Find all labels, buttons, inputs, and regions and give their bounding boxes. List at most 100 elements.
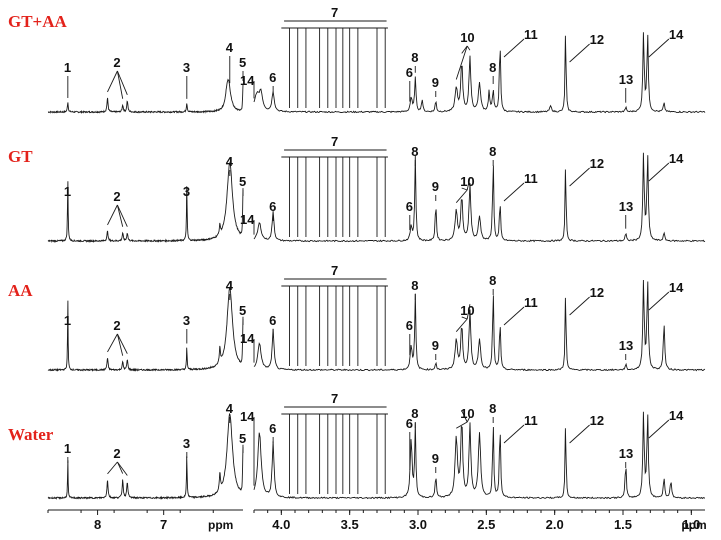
- spectrum-gt-aa-aromatic: [47, 78, 244, 114]
- peak-arrows-layer: [67, 20, 670, 486]
- peak-label-6-gt-aa-7: 6: [406, 65, 413, 80]
- arrow-10-aa-2: [466, 304, 471, 320]
- sample-label-aa: AA: [8, 281, 33, 300]
- arrow-2-gt-aa-0: [107, 70, 118, 93]
- spectrum-aa-aliphatic: [253, 279, 706, 372]
- peak-label-9-gt-aa-9: 9: [432, 75, 439, 90]
- x-axis-unit-right: ppm: [681, 518, 706, 532]
- peak-label-4-aa-3: 4: [226, 278, 234, 293]
- peak-label-8-gt-8: 8: [411, 144, 418, 159]
- arrow-14-aa: [648, 291, 670, 311]
- peak-label-14-water-15: 14: [669, 408, 684, 423]
- arrow-10-water-0: [456, 421, 468, 429]
- arrow-2-gt-1: [116, 204, 124, 227]
- peak-label-5-gt-4: 5: [239, 174, 246, 189]
- spectrum-gt-aromatic: [47, 160, 244, 244]
- peak-label-14-aa-5: 14: [240, 331, 255, 346]
- peak-label-4-gt-aa-3: 4: [226, 40, 234, 55]
- arrow-10-gt-1: [461, 187, 468, 191]
- peak-label-13-gt-14: 13: [619, 199, 633, 214]
- peak-label-12-aa-13: 12: [590, 285, 604, 300]
- peak-label-10-gt-aa-10: 10: [460, 30, 474, 45]
- arrow-14-gt-aa: [648, 38, 670, 58]
- peak-label-8-water-8: 8: [411, 406, 418, 421]
- peak-label-2-gt-aa-1: 2: [113, 55, 120, 70]
- x-axis-unit-left: ppm: [208, 518, 233, 532]
- peak-label-10-gt-10: 10: [460, 174, 474, 189]
- peak-label-14-gt-15: 14: [669, 151, 684, 166]
- peak-label-7-aa: 7: [331, 263, 338, 278]
- sample-label-water: Water: [8, 425, 54, 444]
- x-tick-label-1.0: 1.0: [682, 517, 700, 532]
- x-tick-label-2.5: 2.5: [477, 517, 495, 532]
- peak-label-1-aa-0: 1: [64, 313, 71, 328]
- peak-label-6-aa-7: 6: [406, 318, 413, 333]
- peak-label-10-water-10: 10: [460, 406, 474, 421]
- peak-label-10-aa-10: 10: [460, 303, 474, 318]
- peak-label-5-gt-aa-4: 5: [239, 55, 246, 70]
- peak-label-8-aa-11: 8: [489, 273, 496, 288]
- spectra-layer: [47, 27, 706, 500]
- peak-label-1-water-0: 1: [64, 441, 71, 456]
- arrow-2-gt-0: [107, 204, 118, 226]
- peak-label-11-gt-12: 11: [524, 171, 538, 186]
- peak-label-14-gt-aa-5: 14: [240, 73, 255, 88]
- peak-label-6-water-6: 6: [269, 421, 276, 436]
- peak-label-6-gt-7: 6: [406, 199, 413, 214]
- peak-label-9-aa-9: 9: [432, 338, 439, 353]
- arrow-10-water-2: [466, 416, 471, 423]
- spectrum-water-aromatic: [47, 412, 244, 500]
- arrow-12-water: [569, 424, 590, 444]
- spectrum-gt-aliphatic: [253, 152, 706, 243]
- x-tick-label-3.5: 3.5: [341, 517, 359, 532]
- arrow-14-gt: [648, 162, 670, 182]
- peak-label-8-gt-aa-8: 8: [411, 50, 418, 65]
- peak-label-12-water-13: 12: [590, 413, 604, 428]
- arrow-2-gt-aa-1: [116, 70, 124, 99]
- peak-label-9-gt-9: 9: [432, 179, 439, 194]
- peak-label-14-gt-aa-15: 14: [669, 27, 684, 42]
- peak-label-1-gt-0: 1: [64, 184, 71, 199]
- x-tick-label-4.0: 4.0: [272, 517, 290, 532]
- peak-label-3-aa-2: 3: [183, 313, 190, 328]
- x-tick-label-8: 8: [94, 517, 101, 532]
- peak-label-13-water-14: 13: [619, 446, 633, 461]
- peak-label-3-gt-2: 3: [183, 184, 190, 199]
- peak-label-7-gt-aa: 7: [331, 5, 338, 20]
- peak-label-13-aa-14: 13: [619, 338, 633, 353]
- arrow-10-water-1: [461, 410, 468, 423]
- arrow-11-water: [503, 424, 525, 444]
- peak-label-9-water-9: 9: [432, 451, 439, 466]
- arrow-10-aa-0: [455, 318, 468, 333]
- arrow-10-gt-2: [466, 177, 471, 191]
- peak-label-8-gt-11: 8: [489, 144, 496, 159]
- peak-label-14-aa-15: 14: [669, 280, 684, 295]
- peak-label-3-gt-aa-2: 3: [183, 60, 190, 75]
- peak-label-6-gt-6: 6: [269, 199, 276, 214]
- peak-label-6-aa-6: 6: [269, 313, 276, 328]
- peak-label-3-water-2: 3: [183, 436, 190, 451]
- peak-label-5-water-4: 5: [239, 431, 246, 446]
- arrow-2-gt-2: [116, 204, 128, 227]
- peak-label-2-gt-1: 2: [113, 189, 120, 204]
- peak-label-6-gt-aa-6: 6: [269, 70, 276, 85]
- x-tick-label-1.5: 1.5: [614, 517, 632, 532]
- peak-label-6-water-7: 6: [406, 416, 413, 431]
- spectrum-water-aliphatic: [253, 411, 705, 500]
- arrow-11-gt: [503, 182, 525, 202]
- peak-label-11-water-12: 11: [524, 413, 538, 428]
- x-tick-label-2.0: 2.0: [546, 517, 564, 532]
- arrow-12-gt: [569, 167, 590, 187]
- arrow-10-aa-1: [461, 316, 468, 320]
- peak-label-13-gt-aa-14: 13: [619, 72, 633, 87]
- peak-label-4-gt-3: 4: [226, 154, 234, 169]
- peak-label-14-water-5: 14: [240, 409, 255, 424]
- x-tick-label-3.0: 3.0: [409, 517, 427, 532]
- sample-label-gt-aa: GT+AA: [8, 12, 68, 31]
- peak-label-8-water-11: 8: [489, 401, 496, 416]
- x-tick-label-7: 7: [160, 517, 167, 532]
- arrow-2-aa-2: [117, 333, 128, 354]
